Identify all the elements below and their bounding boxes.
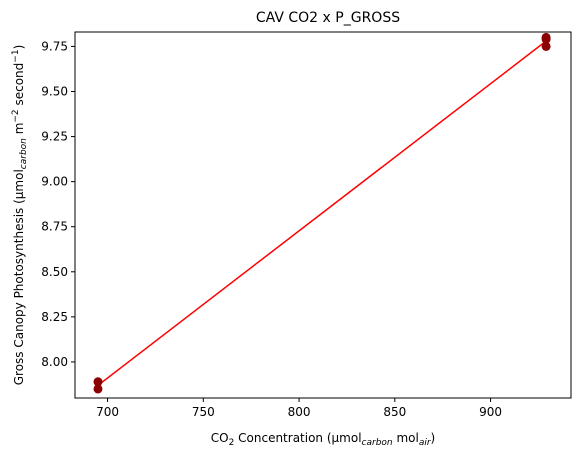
data-point bbox=[93, 384, 103, 394]
y-tick-label: 8.00 bbox=[41, 355, 68, 369]
x-axis-label-sub-1: 2 bbox=[229, 438, 235, 448]
y-axis-label-sup-2: −1 bbox=[11, 49, 21, 62]
y-tick-label: 8.75 bbox=[41, 220, 68, 234]
fit-line bbox=[97, 40, 547, 386]
x-tick-label: 850 bbox=[383, 405, 406, 419]
y-tick-label: 9.00 bbox=[41, 175, 68, 189]
y-axis-label-sup-1: −2 bbox=[11, 109, 21, 122]
y-tick-label: 8.25 bbox=[41, 310, 68, 324]
x-tick-label: 900 bbox=[479, 405, 502, 419]
data-point bbox=[93, 377, 103, 387]
x-axis-label-middle-2: mol bbox=[393, 431, 419, 445]
chart-marks bbox=[93, 32, 551, 394]
chart-title: CAV CO2 x P_GROSS bbox=[256, 10, 400, 26]
data-point bbox=[541, 34, 551, 44]
y-axis-label-middle-2: second bbox=[12, 63, 26, 110]
plot-frame bbox=[74, 31, 572, 399]
x-tick-label: 750 bbox=[192, 405, 215, 419]
x-axis: 700 750 800 850 900 bbox=[96, 398, 502, 419]
y-tick-label: 9.75 bbox=[41, 39, 68, 53]
y-tick-label: 9.25 bbox=[41, 130, 68, 144]
y-axis-label-sub-1: carbon bbox=[19, 138, 29, 169]
y-axis: 8.00 8.25 8.50 8.75 9.00 9.25 9.50 9.75 bbox=[41, 39, 75, 369]
y-axis-label-middle: m bbox=[12, 123, 26, 139]
x-axis-label-prefix: CO bbox=[211, 431, 229, 445]
y-tick-label: 9.50 bbox=[41, 84, 68, 98]
x-axis-label-middle: Concentration (µmol bbox=[234, 431, 361, 445]
x-axis-label-sub-2: carbon bbox=[362, 438, 393, 448]
x-tick-label: 700 bbox=[96, 405, 119, 419]
x-axis-label-suffix: ) bbox=[431, 431, 436, 445]
x-axis-label: CO2 Concentration (µmolcarbon molair) bbox=[211, 431, 435, 448]
x-tick-label: 800 bbox=[288, 405, 311, 419]
y-axis-label-prefix: Gross Canopy Photosynthesis (µmol bbox=[12, 169, 26, 385]
y-tick-label: 8.50 bbox=[41, 265, 68, 279]
y-axis-label-suffix: ) bbox=[12, 45, 26, 50]
plot-area bbox=[74, 31, 572, 399]
data-point bbox=[541, 41, 551, 51]
y-axis-label: Gross Canopy Photosynthesis (µmolcarbon … bbox=[11, 45, 29, 386]
x-axis-label-sub-3: air bbox=[419, 438, 432, 448]
